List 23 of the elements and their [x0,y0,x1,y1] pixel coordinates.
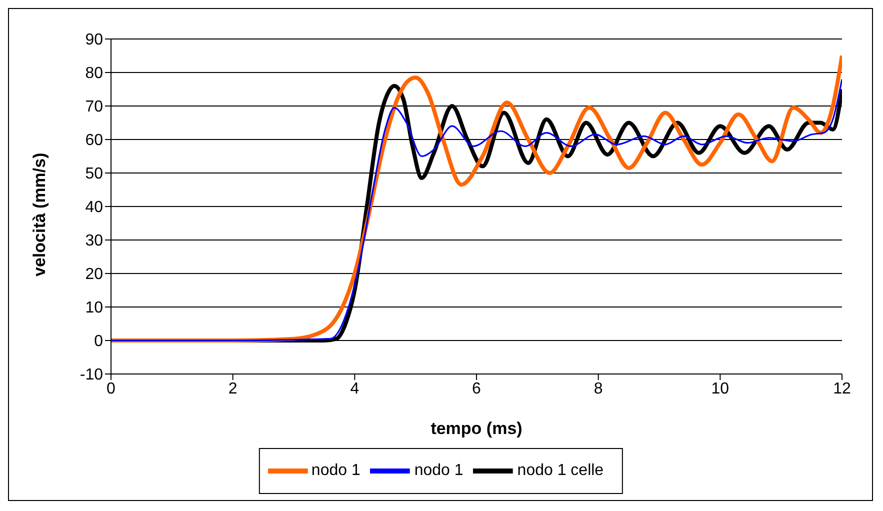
y-tick-label: 30 [85,232,104,250]
y-tick-label: 40 [85,199,104,216]
x-axis-title: tempo (ms) [430,419,522,438]
x-tick-label: 12 [833,380,851,398]
x-tick-label: 2 [228,380,238,398]
y-tick-label: 70 [85,98,104,116]
y-tick-label: 20 [85,266,104,284]
x-tick-label: 4 [350,380,360,398]
y-axis-title: velocità (mm/s) [30,152,50,276]
y-tick-label: 60 [85,132,104,150]
x-tick-label: 0 [106,380,116,398]
y-tick-label: 80 [85,65,104,82]
y-tick-label: 0 [94,333,104,350]
y-tick-label: 50 [85,166,104,183]
x-tick-label: 8 [594,380,603,398]
y-tick-label: 10 [85,300,104,317]
legend-label: nodo 1 [311,462,360,480]
y-tick-label: 90 [85,32,104,49]
legend-label: nodo 1 [414,462,464,480]
x-tick-label: 10 [711,380,730,398]
legend-label: nodo 1 celle [517,462,604,480]
x-tick-label: 6 [472,380,482,398]
y-tick-label: -10 [80,366,104,384]
